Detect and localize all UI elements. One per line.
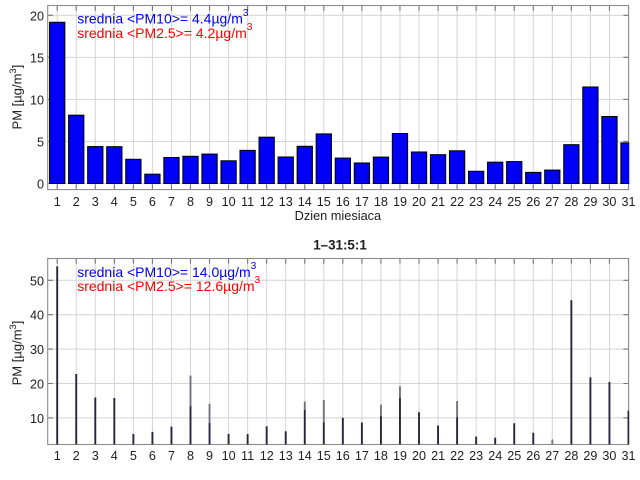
svg-text:9: 9 bbox=[206, 449, 213, 463]
svg-text:1: 1 bbox=[54, 449, 61, 463]
svg-text:16: 16 bbox=[336, 195, 350, 209]
svg-text:srednia <PM10>= 4.4µg/m3: srednia <PM10>= 4.4µg/m3 bbox=[77, 8, 249, 27]
svg-text:7: 7 bbox=[168, 195, 175, 209]
svg-text:6: 6 bbox=[149, 195, 156, 209]
svg-text:5: 5 bbox=[130, 449, 137, 463]
svg-text:31: 31 bbox=[621, 195, 635, 209]
svg-text:18: 18 bbox=[374, 195, 388, 209]
svg-text:srednia <PM10>= 14.0µg/m3: srednia <PM10>= 14.0µg/m3 bbox=[77, 261, 256, 280]
svg-text:50: 50 bbox=[30, 274, 44, 288]
svg-text:25: 25 bbox=[507, 195, 521, 209]
svg-text:23: 23 bbox=[469, 195, 483, 209]
svg-text:4: 4 bbox=[111, 195, 118, 209]
svg-text:Dzien miesiaca: Dzien miesiaca bbox=[295, 208, 382, 223]
svg-text:15: 15 bbox=[317, 195, 331, 209]
svg-text:2: 2 bbox=[73, 195, 80, 209]
svg-text:21: 21 bbox=[431, 449, 445, 463]
svg-text:14: 14 bbox=[298, 449, 312, 463]
svg-text:10: 10 bbox=[222, 195, 236, 209]
svg-text:13: 13 bbox=[279, 449, 293, 463]
svg-text:8: 8 bbox=[187, 195, 194, 209]
svg-text:12: 12 bbox=[260, 449, 274, 463]
svg-text:14: 14 bbox=[298, 195, 312, 209]
svg-text:19: 19 bbox=[393, 195, 407, 209]
svg-text:11: 11 bbox=[241, 195, 254, 209]
svg-text:9: 9 bbox=[206, 195, 213, 209]
svg-text:21: 21 bbox=[431, 195, 445, 209]
svg-text:25: 25 bbox=[507, 449, 521, 463]
svg-text:10: 10 bbox=[30, 412, 44, 426]
svg-text:26: 26 bbox=[526, 449, 540, 463]
svg-text:26: 26 bbox=[526, 195, 540, 209]
svg-text:1: 1 bbox=[54, 195, 61, 209]
svg-text:8: 8 bbox=[187, 449, 194, 463]
svg-text:srednia <PM2.5>= 4.2µg/m3: srednia <PM2.5>= 4.2µg/m3 bbox=[77, 22, 253, 41]
svg-text:19: 19 bbox=[393, 449, 407, 463]
svg-text:2: 2 bbox=[73, 449, 80, 463]
svg-text:PM [µg/m3]: PM [µg/m3] bbox=[8, 321, 25, 386]
svg-text:22: 22 bbox=[450, 449, 464, 463]
svg-text:13: 13 bbox=[279, 195, 293, 209]
svg-text:18: 18 bbox=[374, 449, 388, 463]
svg-text:17: 17 bbox=[355, 195, 369, 209]
svg-text:30: 30 bbox=[602, 449, 616, 463]
svg-text:24: 24 bbox=[488, 195, 502, 209]
svg-text:15: 15 bbox=[30, 51, 44, 65]
svg-text:30: 30 bbox=[30, 343, 44, 357]
svg-text:29: 29 bbox=[583, 449, 597, 463]
svg-text:15: 15 bbox=[317, 449, 331, 463]
svg-text:20: 20 bbox=[30, 9, 44, 23]
svg-text:PM [µg/m3]: PM [µg/m3] bbox=[8, 65, 25, 130]
svg-text:4: 4 bbox=[111, 449, 118, 463]
svg-text:16: 16 bbox=[336, 449, 350, 463]
svg-text:srednia <PM2.5>= 12.6µg/m3: srednia <PM2.5>= 12.6µg/m3 bbox=[77, 275, 260, 294]
svg-text:10: 10 bbox=[30, 93, 44, 107]
svg-text:30: 30 bbox=[602, 195, 616, 209]
svg-text:6: 6 bbox=[149, 449, 156, 463]
svg-text:27: 27 bbox=[545, 195, 559, 209]
svg-text:24: 24 bbox=[488, 449, 502, 463]
svg-text:0: 0 bbox=[37, 178, 44, 192]
svg-text:3: 3 bbox=[92, 195, 99, 209]
svg-text:31: 31 bbox=[621, 449, 635, 463]
svg-text:28: 28 bbox=[564, 195, 578, 209]
svg-text:40: 40 bbox=[30, 309, 44, 323]
svg-text:3: 3 bbox=[92, 449, 99, 463]
svg-text:11: 11 bbox=[241, 449, 254, 463]
svg-text:23: 23 bbox=[469, 449, 483, 463]
svg-text:7: 7 bbox=[168, 449, 175, 463]
svg-text:22: 22 bbox=[450, 195, 464, 209]
svg-text:20: 20 bbox=[30, 378, 44, 392]
svg-text:17: 17 bbox=[355, 449, 369, 463]
svg-text:5: 5 bbox=[130, 195, 137, 209]
svg-text:28: 28 bbox=[564, 449, 578, 463]
svg-text:20: 20 bbox=[412, 449, 426, 463]
svg-text:27: 27 bbox=[545, 449, 559, 463]
svg-text:5: 5 bbox=[37, 135, 44, 149]
svg-text:29: 29 bbox=[583, 195, 597, 209]
svg-text:10: 10 bbox=[222, 449, 236, 463]
svg-text:20: 20 bbox=[412, 195, 426, 209]
svg-text:1–31:5:1: 1–31:5:1 bbox=[313, 238, 367, 253]
svg-text:12: 12 bbox=[260, 195, 274, 209]
